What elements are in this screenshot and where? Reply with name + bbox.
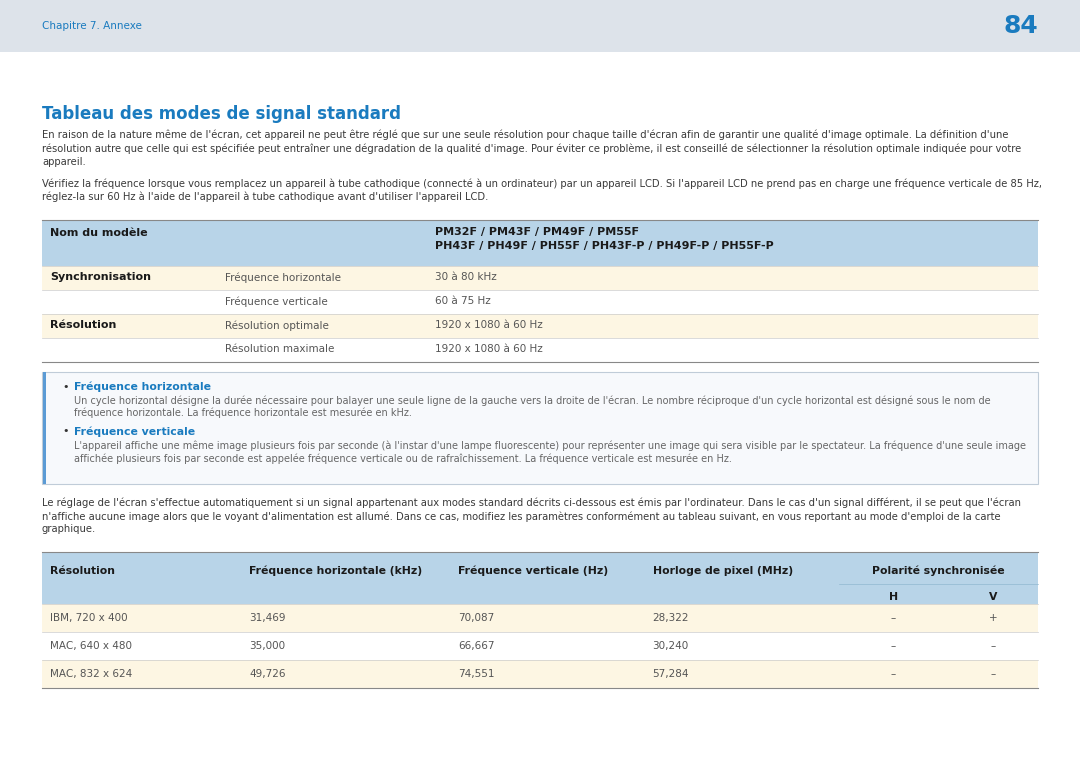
Text: 60 à 75 Hz: 60 à 75 Hz [435,297,490,307]
Bar [42,660,1038,688]
Text: Fréquence verticale: Fréquence verticale [75,427,195,437]
Text: Horloge de pixel (MHz): Horloge de pixel (MHz) [652,566,793,576]
Bar [0,0,1080,52]
Text: Résolution maximale: Résolution maximale [225,345,335,355]
Bar [42,220,1038,266]
Text: •: • [62,382,68,391]
Text: 84: 84 [1003,14,1038,38]
Text: –: – [990,669,996,679]
Text: Nom du modèle: Nom du modèle [50,227,148,237]
Text: –: – [891,641,896,651]
Bar [43,372,46,484]
Text: Fréquence horizontale: Fréquence horizontale [75,382,211,392]
Text: Chapitre 7. Annexe: Chapitre 7. Annexe [42,21,141,31]
Text: IBM, 720 x 400: IBM, 720 x 400 [50,613,127,623]
Text: •: • [62,427,68,436]
Bar [42,372,1038,484]
Text: appareil.: appareil. [42,157,85,167]
Text: 31,469: 31,469 [249,613,286,623]
Text: fréquence horizontale. La fréquence horizontale est mesurée en kHz.: fréquence horizontale. La fréquence hori… [75,408,411,418]
Text: n'affiche aucune image alors que le voyant d'alimentation est allumé. Dans ce ca: n'affiche aucune image alors que le voya… [42,511,1001,521]
Text: En raison de la nature même de l'écran, cet appareil ne peut être réglé que sur : En raison de la nature même de l'écran, … [42,130,1009,140]
Text: 1920 x 1080 à 60 Hz: 1920 x 1080 à 60 Hz [435,345,543,355]
Text: –: – [891,669,896,679]
Bar [42,266,1038,289]
Bar [42,372,1038,484]
Bar [42,604,1038,632]
Text: H: H [889,592,899,602]
Text: Polarité synchronisée: Polarité synchronisée [872,566,1004,577]
Bar [42,632,1038,660]
Bar [42,552,1038,604]
Text: Fréquence horizontale (kHz): Fréquence horizontale (kHz) [249,566,422,577]
Text: Fréquence verticale: Fréquence verticale [225,296,327,307]
Text: 66,667: 66,667 [458,641,495,651]
Text: Vérifiez la fréquence lorsque vous remplacez un appareil à tube cathodique (conn: Vérifiez la fréquence lorsque vous rempl… [42,179,1042,189]
Text: MAC, 640 x 480: MAC, 640 x 480 [50,641,132,651]
Text: 30 à 80 kHz: 30 à 80 kHz [435,272,497,282]
Text: 57,284: 57,284 [652,669,689,679]
Bar [42,289,1038,314]
Text: 30,240: 30,240 [652,641,689,651]
Text: résolution autre que celle qui est spécifiée peut entraîner une dégradation de l: résolution autre que celle qui est spéci… [42,143,1022,154]
Text: Tableau des modes de signal standard: Tableau des modes de signal standard [42,105,401,123]
Text: PM32F / PM43F / PM49F / PM55F: PM32F / PM43F / PM49F / PM55F [435,227,639,237]
Text: PH43F / PH49F / PH55F / PH43F-P / PH49F-P / PH55F-P: PH43F / PH49F / PH55F / PH43F-P / PH49F-… [435,242,773,252]
Text: réglez-la sur 60 Hz à l'aide de l'appareil à tube cathodique avant d'utiliser l': réglez-la sur 60 Hz à l'aide de l'appare… [42,192,488,202]
Text: affichée plusieurs fois par seconde est appelée fréquence verticale ou de rafraî: affichée plusieurs fois par seconde est … [75,453,732,463]
Text: 70,087: 70,087 [458,613,495,623]
Text: L'appareil affiche une même image plusieurs fois par seconde (à l'instar d'une l: L'appareil affiche une même image plusie… [75,440,1026,451]
Text: 1920 x 1080 à 60 Hz: 1920 x 1080 à 60 Hz [435,320,543,330]
Text: +: + [989,613,998,623]
Text: –: – [891,613,896,623]
Text: Fréquence horizontale: Fréquence horizontale [225,272,341,283]
Text: Le réglage de l'écran s'effectue automatiquement si un signal appartenant aux mo: Le réglage de l'écran s'effectue automat… [42,497,1021,508]
Text: Résolution: Résolution [50,320,117,330]
Bar [42,337,1038,362]
Bar [42,314,1038,337]
Text: Synchronisation: Synchronisation [50,272,151,282]
Text: MAC, 832 x 624: MAC, 832 x 624 [50,669,132,679]
Text: Résolution: Résolution [50,566,114,576]
Text: 49,726: 49,726 [249,669,286,679]
Text: 28,322: 28,322 [652,613,689,623]
Text: Résolution optimale: Résolution optimale [225,320,329,330]
Text: 35,000: 35,000 [249,641,285,651]
Text: 74,551: 74,551 [458,669,495,679]
Text: graphique.: graphique. [42,524,96,535]
Text: Un cycle horizontal désigne la durée nécessaire pour balayer une seule ligne de : Un cycle horizontal désigne la durée néc… [75,395,990,406]
Text: Fréquence verticale (Hz): Fréquence verticale (Hz) [458,566,608,577]
Text: V: V [989,592,997,602]
Text: –: – [990,641,996,651]
